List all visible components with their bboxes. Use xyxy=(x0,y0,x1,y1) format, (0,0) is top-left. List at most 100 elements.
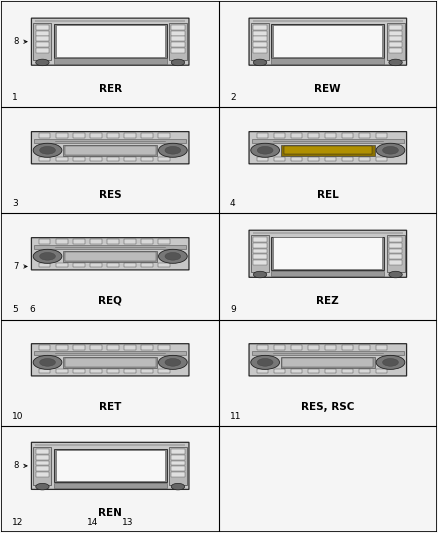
Bar xyxy=(359,345,370,350)
Bar xyxy=(73,133,85,138)
Bar xyxy=(376,157,387,161)
Bar xyxy=(54,449,166,482)
Bar xyxy=(273,237,382,269)
Bar xyxy=(274,345,285,350)
Bar xyxy=(325,157,336,161)
Bar xyxy=(359,369,370,374)
Bar xyxy=(281,357,375,368)
Bar xyxy=(90,345,102,350)
Bar xyxy=(257,369,268,374)
Bar xyxy=(283,358,373,367)
Bar xyxy=(252,351,404,356)
Bar xyxy=(36,466,49,471)
Circle shape xyxy=(165,147,181,154)
Bar xyxy=(389,254,403,259)
Text: RES: RES xyxy=(99,190,121,200)
Bar xyxy=(36,449,49,454)
Circle shape xyxy=(39,147,56,154)
Text: REN: REN xyxy=(98,508,122,518)
Circle shape xyxy=(171,59,185,66)
Bar xyxy=(274,369,285,374)
Bar xyxy=(107,133,119,138)
Bar xyxy=(389,36,403,42)
Bar xyxy=(34,351,186,356)
Bar xyxy=(124,133,136,138)
FancyBboxPatch shape xyxy=(249,18,406,65)
Circle shape xyxy=(39,253,56,260)
FancyBboxPatch shape xyxy=(32,18,189,65)
Bar xyxy=(171,461,185,465)
Bar xyxy=(34,139,186,143)
Bar xyxy=(290,133,302,138)
Bar xyxy=(171,466,185,471)
Bar xyxy=(171,31,185,36)
Circle shape xyxy=(159,356,187,369)
Bar xyxy=(307,157,319,161)
Bar xyxy=(33,23,51,60)
Text: 9: 9 xyxy=(230,305,236,314)
Text: 14: 14 xyxy=(87,518,99,527)
Bar xyxy=(54,25,166,58)
Bar xyxy=(325,133,336,138)
Bar xyxy=(387,235,405,272)
Bar xyxy=(56,239,67,244)
Bar xyxy=(307,369,319,374)
Bar xyxy=(171,42,185,47)
Bar xyxy=(273,26,382,57)
Bar xyxy=(158,263,170,268)
Bar xyxy=(359,157,370,161)
FancyBboxPatch shape xyxy=(32,442,189,489)
Bar xyxy=(169,447,187,484)
Bar xyxy=(36,42,49,47)
Bar xyxy=(39,133,50,138)
Bar xyxy=(124,263,136,268)
Text: RET: RET xyxy=(99,402,121,412)
Circle shape xyxy=(33,143,62,157)
Bar xyxy=(251,23,269,60)
Bar xyxy=(107,263,119,268)
Bar xyxy=(274,133,285,138)
Bar xyxy=(290,369,302,374)
Circle shape xyxy=(257,359,273,366)
Bar xyxy=(158,239,170,244)
FancyBboxPatch shape xyxy=(32,344,189,376)
Bar xyxy=(389,25,403,30)
Bar xyxy=(35,444,185,446)
Bar xyxy=(107,369,119,374)
Bar xyxy=(253,232,403,233)
Bar xyxy=(281,145,375,156)
Bar xyxy=(65,146,155,155)
Bar xyxy=(56,449,165,481)
Bar xyxy=(39,239,50,244)
Bar xyxy=(253,48,267,53)
Text: 6: 6 xyxy=(30,305,35,314)
Bar xyxy=(171,449,185,454)
Bar xyxy=(253,237,267,242)
Bar xyxy=(253,25,267,30)
Bar xyxy=(290,345,302,350)
Circle shape xyxy=(389,59,402,66)
Text: 2: 2 xyxy=(230,93,236,102)
Bar xyxy=(56,345,67,350)
Bar xyxy=(63,145,157,156)
Bar xyxy=(253,36,267,42)
Circle shape xyxy=(382,147,399,154)
Circle shape xyxy=(33,356,62,369)
Bar xyxy=(387,23,405,60)
Bar xyxy=(252,139,404,143)
Bar xyxy=(389,260,403,265)
Circle shape xyxy=(171,483,185,490)
Bar xyxy=(90,239,102,244)
Bar xyxy=(376,345,387,350)
Bar xyxy=(73,157,85,161)
Bar xyxy=(56,133,67,138)
Circle shape xyxy=(253,59,267,66)
Bar xyxy=(36,25,49,30)
Bar xyxy=(325,369,336,374)
FancyBboxPatch shape xyxy=(249,344,406,376)
Bar xyxy=(158,157,170,161)
Circle shape xyxy=(382,359,399,366)
Bar xyxy=(39,157,50,161)
Text: REQ: REQ xyxy=(98,296,122,306)
Bar xyxy=(158,345,170,350)
